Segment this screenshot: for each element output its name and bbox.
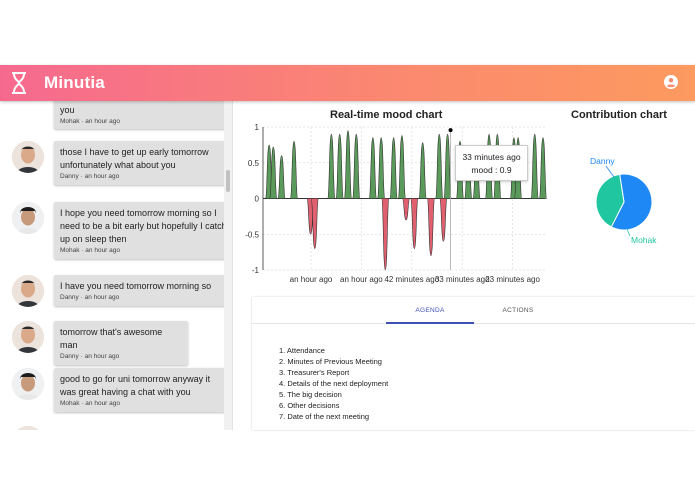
message-meta: Mohak · an hour ago bbox=[60, 247, 120, 254]
avatar-danny bbox=[12, 141, 44, 173]
agenda-item: 5. The big decision bbox=[279, 390, 342, 399]
mood-area-positive bbox=[435, 133, 444, 199]
agenda-item: 1. Attendance bbox=[279, 346, 325, 355]
message-text: you bbox=[60, 105, 75, 115]
message-text: those I have to get up early tomorrow un… bbox=[60, 147, 209, 170]
chat-divider bbox=[232, 101, 233, 430]
message-text: tomorrow that's awesome man bbox=[60, 327, 163, 350]
mood-area-positive bbox=[538, 137, 548, 199]
account-icon[interactable] bbox=[664, 75, 678, 89]
message-bubble: you Mohak · an hour ago bbox=[54, 101, 233, 129]
pie-label-danny: Danny bbox=[590, 156, 615, 166]
mood-area-positive bbox=[389, 137, 398, 199]
mood-area-positive bbox=[327, 133, 336, 199]
active-tab-indicator bbox=[386, 322, 474, 324]
avatar-danny bbox=[12, 426, 44, 430]
contribution-pie-chart[interactable]: Danny Mohak bbox=[580, 150, 690, 260]
agenda-item: 3. Treasurer's Report bbox=[279, 368, 350, 377]
pie-label-leader bbox=[626, 228, 631, 237]
chat-scrollbar[interactable] bbox=[224, 101, 232, 430]
mood-area-positive bbox=[290, 140, 299, 199]
pie-label-mohak: Mohak bbox=[631, 235, 657, 245]
chat-transcript[interactable]: you Mohak · an hour ago those I have to … bbox=[0, 101, 233, 430]
x-tick-label: 23 minutes ago bbox=[485, 275, 540, 284]
mood-area-positive bbox=[530, 133, 539, 199]
mood-area-negative bbox=[310, 198, 319, 249]
agenda-list: 1. Attendance 2. Minutes of Previous Mee… bbox=[279, 345, 388, 422]
mood-area-positive bbox=[277, 155, 286, 199]
app-title: Minutia bbox=[44, 73, 105, 92]
y-tick-label: 0 bbox=[255, 195, 260, 204]
agenda-panel: AGENDA ACTIONS 1. Attendance 2. Minutes … bbox=[252, 297, 695, 430]
y-tick-label: -1 bbox=[252, 266, 260, 275]
mood-area-negative bbox=[402, 198, 411, 221]
y-tick-label: -0.5 bbox=[245, 230, 259, 239]
mood-area-positive bbox=[397, 135, 406, 199]
message-bubble: those I have to get up early tomorrow un… bbox=[54, 141, 226, 185]
app-bar: Minutia bbox=[0, 65, 695, 101]
message-bubble: good to go for uni tomorrow anyway it wa… bbox=[54, 368, 226, 412]
avatar-mohak bbox=[12, 368, 44, 400]
mood-area-positive bbox=[377, 137, 386, 199]
message-bubble: tomorrow that's awesome man Danny · an h… bbox=[54, 321, 188, 365]
mood-area-positive bbox=[368, 137, 377, 199]
mood-area-negative bbox=[381, 198, 390, 271]
tab-actions[interactable]: ACTIONS bbox=[502, 307, 534, 314]
mood-chart-title: Real-time mood chart bbox=[330, 109, 443, 121]
tooltip-marker-point bbox=[448, 128, 453, 133]
message-meta: Danny · an hour ago bbox=[60, 294, 120, 301]
chat-scrollbar-thumb[interactable] bbox=[226, 170, 230, 192]
message-meta: Danny · an hour ago bbox=[60, 173, 120, 180]
avatar-danny bbox=[12, 321, 44, 353]
mood-area-positive bbox=[343, 130, 353, 199]
message-meta: Danny · an hour ago bbox=[60, 353, 120, 360]
mood-area-positive bbox=[352, 133, 361, 199]
avatar-danny bbox=[12, 275, 44, 307]
tab-agenda[interactable]: AGENDA bbox=[415, 307, 445, 314]
tooltip-time: 33 minutes ago bbox=[462, 152, 521, 162]
mood-area-positive bbox=[335, 133, 344, 199]
message-meta: Mohak · an hour ago bbox=[60, 400, 120, 407]
mood-area-positive bbox=[418, 142, 427, 199]
agenda-item: 6. Other decisions bbox=[279, 401, 340, 410]
mood-area-positive bbox=[269, 146, 278, 199]
mood-area-negative bbox=[426, 198, 435, 257]
contribution-chart-title: Contribution chart bbox=[571, 109, 667, 121]
agenda-item: 7. Date of the next meeting bbox=[279, 412, 370, 421]
y-tick-label: 1 bbox=[255, 123, 260, 132]
pie-slice-danny[interactable] bbox=[610, 173, 653, 231]
x-tick-label: 33 minutes ago bbox=[435, 275, 490, 284]
message-text: good to go for uni tomorrow anyway it wa… bbox=[60, 374, 211, 397]
mood-area-negative bbox=[410, 198, 419, 249]
tooltip-mood: mood : 0.9 bbox=[471, 165, 512, 175]
agenda-item: 4. Details of the next deployment bbox=[279, 379, 389, 388]
message-meta: Mohak · an hour ago bbox=[60, 118, 120, 125]
x-tick-label: an hour ago bbox=[340, 275, 383, 284]
hourglass-icon bbox=[12, 72, 26, 94]
agenda-item: 2. Minutes of Previous Meeting bbox=[279, 357, 382, 366]
y-tick-label: 0.5 bbox=[248, 159, 260, 168]
x-tick-label: an hour ago bbox=[290, 275, 333, 284]
avatar-mohak bbox=[12, 202, 44, 234]
panel-tabs: AGENDA ACTIONS bbox=[252, 297, 695, 324]
message-text: I have you need tomorrow morning so bbox=[60, 281, 212, 291]
message-bubble: I have you need tomorrow morning so Dann… bbox=[54, 275, 226, 306]
message-text: I hope you need tomorrow morning so I ne… bbox=[60, 208, 227, 244]
pie-slice-mohak[interactable] bbox=[595, 173, 625, 228]
pie-label-leader bbox=[605, 165, 615, 178]
x-tick-label: 42 minutes ago bbox=[384, 275, 439, 284]
message-bubble: I hope you need tomorrow morning so I ne… bbox=[54, 202, 233, 259]
mood-area-negative bbox=[439, 198, 448, 242]
mood-tooltip: 33 minutes ago mood : 0.9 bbox=[455, 145, 528, 181]
